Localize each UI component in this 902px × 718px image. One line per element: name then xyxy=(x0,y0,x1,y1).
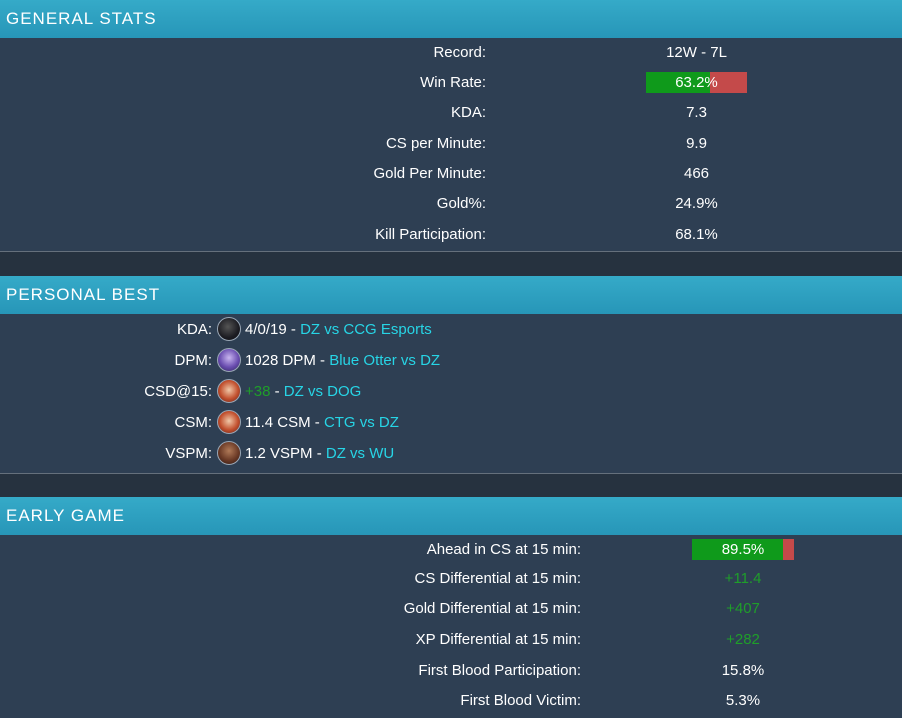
champion-portrait-icon xyxy=(217,348,241,372)
stat-row-gold-per-minute: Gold Per Minute: 466 xyxy=(0,159,902,189)
ahead-cs-value: 89.5% xyxy=(721,541,765,558)
stat-row-kill-participation: Kill Participation: 68.1% xyxy=(0,220,902,250)
stat-value: 5.3% xyxy=(725,692,761,709)
best-row-dpm: DPM: 1028 DPM - Blue Otter vs DZ xyxy=(0,345,902,376)
best-row-vspm: VSPM: 1.2 VSPM - DZ vs WU xyxy=(0,438,902,469)
separator: - xyxy=(315,352,330,369)
stat-value: 15.8% xyxy=(721,662,765,679)
best-row-csm: CSM: 11.4 CSM - CTG vs DZ xyxy=(0,407,902,438)
best-content: 1.2 VSPM - DZ vs WU xyxy=(245,438,394,469)
stat-row-kda: KDA: 7.3 xyxy=(0,98,902,128)
champion-portrait-icon xyxy=(217,317,241,341)
section-divider xyxy=(0,251,902,276)
win-rate-bar: 63.2% xyxy=(646,72,747,93)
best-label: KDA: xyxy=(176,321,212,338)
best-stat: 11.4 CSM xyxy=(245,414,311,431)
best-content: 11.4 CSM - CTG vs DZ xyxy=(245,407,399,438)
stat-label: Gold%: xyxy=(436,195,486,212)
match-link[interactable]: DZ vs WU xyxy=(325,445,395,462)
stat-label: KDA: xyxy=(450,104,486,121)
early-game-section: EARLY GAME Ahead in CS at 15 min: 89.5% … xyxy=(0,497,902,718)
best-content: +38 - DZ vs DOG xyxy=(245,376,361,407)
personal-best-header: PERSONAL BEST xyxy=(0,276,902,314)
stat-row-cs-diff-15: CS Differential at 15 min: +11.4 xyxy=(0,564,902,594)
best-stat: 4/0/19 xyxy=(245,321,287,338)
stat-label: Gold Differential at 15 min: xyxy=(403,600,581,617)
general-stats-section: GENERAL STATS Record: 12W - 7L Win Rate:… xyxy=(0,0,902,251)
stat-row-first-blood-victim: First Blood Victim: 5.3% xyxy=(0,686,902,716)
stat-value: 466 xyxy=(683,165,710,182)
best-stat: 1028 DPM xyxy=(245,352,316,369)
stat-value: 9.9 xyxy=(686,135,707,152)
best-label: CSD@15: xyxy=(144,383,212,400)
separator: - xyxy=(270,383,284,400)
best-row-csd15: CSD@15: +38 - DZ vs DOG xyxy=(0,376,902,407)
section-divider xyxy=(0,473,902,497)
stat-label: Record: xyxy=(433,44,486,61)
champion-portrait-icon xyxy=(217,410,241,434)
separator: - xyxy=(286,321,301,338)
best-label: CSM: xyxy=(174,414,213,431)
match-link[interactable]: DZ vs DOG xyxy=(283,383,362,400)
best-content: 4/0/19 - DZ vs CCG Esports xyxy=(245,314,432,345)
stat-value: 12W - 7L xyxy=(666,44,727,61)
ahead-cs-bar-fill xyxy=(692,539,784,560)
match-link[interactable]: Blue Otter vs DZ xyxy=(329,352,441,369)
stat-value: 7.3 xyxy=(686,104,707,121)
best-row-kda: KDA: 4/0/19 - DZ vs CCG Esports xyxy=(0,314,902,345)
stat-row-gold-percent: Gold%: 24.9% xyxy=(0,189,902,219)
stat-label: Ahead in CS at 15 min: xyxy=(426,541,581,558)
stat-row-win-rate: Win Rate: 63.2% xyxy=(0,68,902,98)
best-stat: +38 xyxy=(245,383,271,400)
stat-row-ahead-cs-15: Ahead in CS at 15 min: 89.5% xyxy=(0,535,902,565)
stat-value: 68.1% xyxy=(675,226,718,243)
win-rate-bar-fill xyxy=(646,72,710,93)
stat-label: First Blood Victim: xyxy=(460,692,581,709)
personal-best-section: PERSONAL BEST KDA: 4/0/19 - DZ vs CCG Es… xyxy=(0,276,902,473)
separator: - xyxy=(312,445,326,462)
stat-label: Win Rate: xyxy=(420,74,486,91)
stat-value: 24.9% xyxy=(675,195,718,212)
stat-row-xp-diff-15: XP Differential at 15 min: +282 xyxy=(0,625,902,655)
stat-value: +11.4 xyxy=(724,570,762,587)
stat-row-first-blood-participation: First Blood Participation: 15.8% xyxy=(0,656,902,686)
stat-row-cs-per-minute: CS per Minute: 9.9 xyxy=(0,129,902,159)
general-stats-header: GENERAL STATS xyxy=(0,0,902,38)
champion-portrait-icon xyxy=(217,441,241,465)
win-rate-value: 63.2% xyxy=(675,74,718,91)
stat-label: XP Differential at 15 min: xyxy=(415,631,581,648)
best-content: 1028 DPM - Blue Otter vs DZ xyxy=(245,345,440,376)
early-game-header: EARLY GAME xyxy=(0,497,902,535)
stat-label: CS Differential at 15 min: xyxy=(414,570,581,587)
stat-row-record: Record: 12W - 7L xyxy=(0,38,902,68)
champion-portrait-icon xyxy=(217,379,241,403)
separator: - xyxy=(310,414,324,431)
match-link[interactable]: CTG vs DZ xyxy=(323,414,399,431)
stat-label: First Blood Participation: xyxy=(418,662,581,679)
match-link[interactable]: DZ vs CCG Esports xyxy=(300,321,432,338)
stat-label: Kill Participation: xyxy=(375,226,486,243)
stat-label: Gold Per Minute: xyxy=(373,165,486,182)
stat-value: +282 xyxy=(726,631,760,648)
stat-label: CS per Minute: xyxy=(385,135,486,152)
stat-value: +407 xyxy=(726,600,760,617)
best-label: VSPM: xyxy=(165,445,212,462)
best-stat: 1.2 VSPM xyxy=(245,445,313,462)
ahead-cs-bar: 89.5% xyxy=(692,539,794,560)
stat-row-gold-diff-15: Gold Differential at 15 min: +407 xyxy=(0,594,902,624)
best-label: DPM: xyxy=(174,352,213,369)
